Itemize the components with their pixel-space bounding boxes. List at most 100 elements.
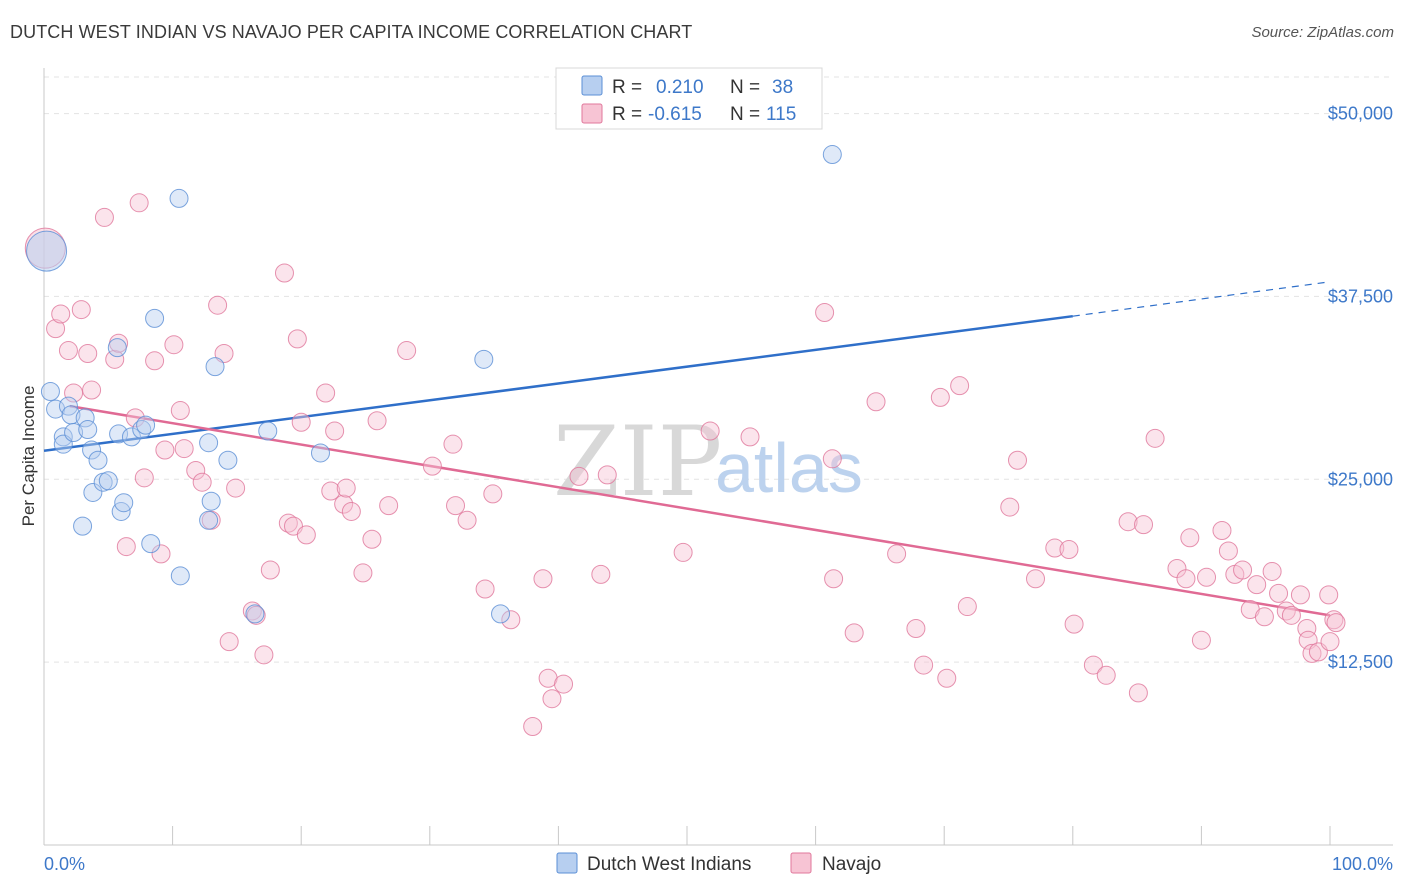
y-tick-label: $25,000 [1328, 469, 1393, 489]
data-point [64, 422, 84, 442]
x-tick-label: 0.0% [44, 854, 85, 874]
data-point [1059, 540, 1079, 560]
data-point [367, 411, 387, 431]
data-point [287, 329, 307, 349]
data-point [336, 478, 356, 498]
data-point [98, 471, 118, 491]
data-point [58, 341, 78, 361]
data-point [554, 674, 574, 694]
series-legend: Dutch West Indians Navajo [556, 852, 881, 875]
data-point [121, 427, 141, 447]
data-point [1191, 630, 1211, 650]
data-point [136, 415, 156, 435]
data-point [475, 579, 495, 599]
data-point [1326, 613, 1346, 633]
data-point [1145, 428, 1165, 448]
data-point [1319, 585, 1339, 605]
x-tick-labels: 0.0% 100.0% [44, 854, 1393, 874]
data-point [844, 623, 864, 643]
data-point [254, 645, 274, 665]
data-point [1320, 632, 1340, 652]
data-point [1218, 541, 1238, 561]
data-point [82, 440, 102, 460]
data-point [134, 468, 154, 488]
bottom-legend-swatch-dutch [556, 852, 578, 874]
data-point [321, 481, 341, 501]
y-tick-labels: $50,000 $37,500 $25,000 $12,500 [1328, 104, 1393, 673]
legend-n-label-dutch: N = [730, 77, 760, 98]
data-point [71, 300, 91, 320]
data-point [591, 564, 611, 584]
data-point [316, 383, 336, 403]
data-point [569, 466, 589, 486]
x-tick-label: 100.0% [1332, 854, 1393, 874]
legend-r-label-dutch: R = [612, 77, 642, 98]
data-point [906, 618, 926, 638]
data-point [937, 668, 957, 688]
data-point [51, 304, 71, 324]
data-point [740, 427, 760, 447]
data-point [78, 420, 98, 440]
data-point [491, 604, 511, 624]
data-points [24, 145, 1346, 737]
data-point [957, 597, 977, 617]
trend-line-dutch-west-indians [43, 314, 1073, 452]
data-point [1197, 567, 1217, 587]
data-point [274, 263, 294, 283]
data-point [815, 303, 835, 323]
data-point [523, 717, 543, 737]
data-point [83, 482, 103, 502]
data-point [914, 655, 934, 675]
data-point [205, 357, 225, 377]
data-point [40, 382, 60, 402]
data-point [260, 560, 280, 580]
trend-line-dutch-west-indians-extension [1072, 281, 1331, 317]
data-point [296, 525, 316, 545]
data-point [1180, 528, 1200, 548]
data-point [1262, 561, 1282, 581]
legend-r-value-dutch: 0.210 [656, 77, 704, 98]
data-point [542, 689, 562, 709]
y-tick-label: $50,000 [1328, 104, 1393, 124]
data-point [1247, 575, 1267, 595]
data-point [1008, 450, 1028, 470]
data-point [201, 491, 221, 511]
data-point [170, 401, 190, 421]
data-point [46, 319, 66, 339]
data-point [246, 605, 266, 625]
axes [43, 68, 1393, 846]
data-point [1176, 569, 1196, 589]
data-point [379, 496, 399, 516]
data-point [116, 537, 136, 557]
data-point [145, 351, 165, 371]
data-point [218, 450, 238, 470]
data-point [145, 308, 165, 328]
data-point [226, 478, 246, 498]
data-point [1026, 569, 1046, 589]
data-point [164, 335, 184, 355]
data-point [446, 496, 466, 516]
data-point [1233, 560, 1253, 580]
data-point [1212, 520, 1232, 540]
data-point [278, 513, 298, 533]
legend-n-label-navajo: N = [730, 104, 760, 125]
data-point [1254, 607, 1274, 627]
data-point [597, 465, 617, 485]
data-point [75, 408, 95, 428]
trend-line-navajo [69, 404, 1331, 617]
trend-lines [43, 281, 1331, 617]
data-point [186, 461, 206, 481]
data-point [474, 349, 494, 369]
data-point [483, 484, 503, 504]
data-point [310, 443, 330, 463]
correlation-legend: R = 0.210 N = 38 R = -0.615 N = 115 [555, 67, 823, 130]
data-point [457, 510, 477, 530]
bottom-legend-swatch-navajo [790, 852, 812, 874]
data-point [125, 408, 145, 428]
data-point [88, 450, 108, 470]
data-point [219, 632, 239, 652]
data-point [334, 494, 354, 514]
data-point [1302, 643, 1322, 663]
y-axis-label: Per Capita Income [19, 386, 38, 527]
